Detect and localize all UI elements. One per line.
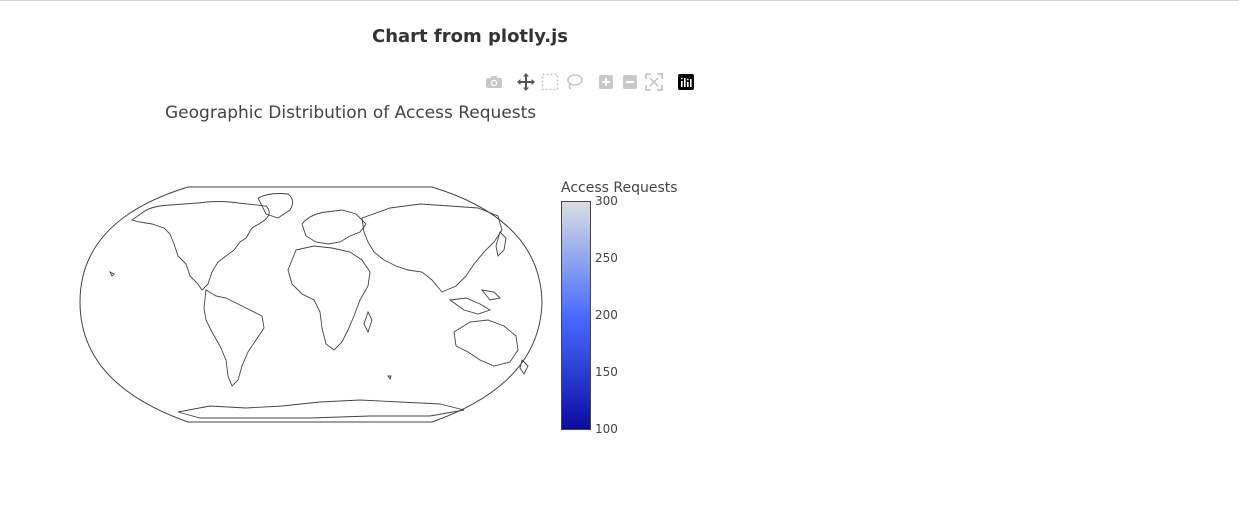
colorbar-tick-label: 100 [595,422,618,436]
world-map[interactable] [70,180,550,430]
madagascar-outline [363,310,373,334]
zoom-out-icon[interactable] [620,72,640,92]
reset-icon[interactable] [644,72,664,92]
south-america-outline [203,289,265,387]
lasso-icon[interactable] [564,72,584,92]
map-frame [79,186,543,423]
japan-outline [495,231,507,257]
colorbar [561,201,591,430]
greenland-outline [257,193,293,219]
colorbar-title: Access Requests [561,180,678,196]
small-island-outline [387,375,392,381]
box-select-icon[interactable] [540,72,560,92]
europe-outline [301,209,367,245]
new-zealand-outline [519,359,529,375]
colorbar-tick-label: 300 [595,194,618,208]
north-america-outline [130,201,270,291]
colorbar-tick-label: 150 [595,365,618,379]
page-title: Chart from plotly.js [372,26,569,47]
top-border [0,0,1239,1]
zoom-in-icon[interactable] [596,72,616,92]
antarctica-outline [177,399,465,419]
chart-title: Geographic Distribution of Access Reques… [165,103,537,123]
colorbar-tick-label: 250 [595,251,618,265]
pan-arrows-icon[interactable] [516,72,536,92]
africa-outline [287,245,371,351]
se-asia-islands-outline [448,289,501,315]
plotly-logo-icon[interactable] [676,72,696,92]
hawaii-outline [108,270,115,277]
australia-outline [453,319,519,367]
camera-icon[interactable] [484,72,504,92]
asia-outline [361,203,503,293]
colorbar-tick-label: 200 [595,308,618,322]
modebar [484,72,704,94]
